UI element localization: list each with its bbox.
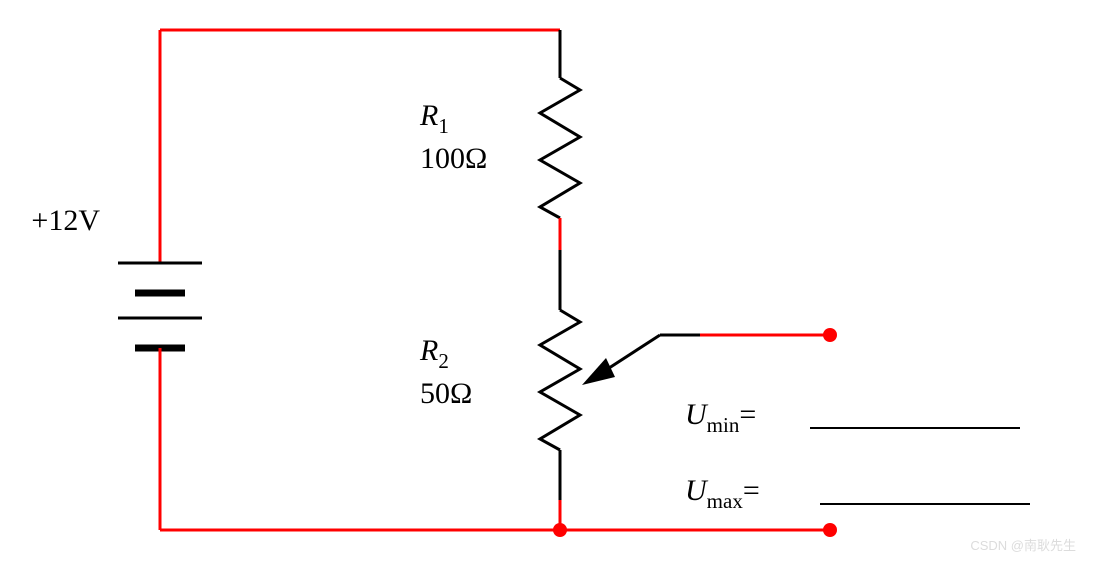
r2-value: 50Ω xyxy=(420,377,472,410)
r2-name: R2 xyxy=(419,334,449,373)
voltage-source xyxy=(118,263,202,348)
resistor-r1 xyxy=(540,78,580,218)
source-label: +12V xyxy=(31,204,100,237)
potentiometer-wiper xyxy=(582,335,830,385)
r1-value: 100Ω xyxy=(420,142,487,175)
node-bottom-junction xyxy=(553,523,567,537)
umax-row: Umax= xyxy=(685,474,1030,513)
watermark: CSDN @南耿先生 xyxy=(970,535,1076,554)
svg-text:Umin=: Umin= xyxy=(685,398,756,437)
svg-text:Umax=: Umax= xyxy=(685,474,760,513)
node-out-top xyxy=(823,328,837,342)
umin-row: Umin= xyxy=(685,398,1020,437)
resistor-r2 xyxy=(540,310,580,450)
node-out-bottom xyxy=(823,523,837,537)
r1-name: R1 xyxy=(419,99,449,138)
circuit-diagram: +12V R1 100Ω R2 50Ω Umin= Umax= xyxy=(0,0,1106,566)
